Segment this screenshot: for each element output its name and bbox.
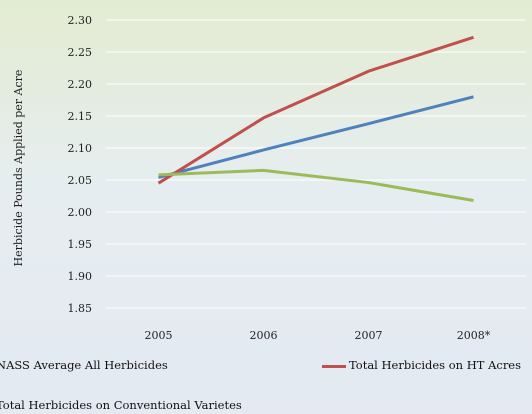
- legend-item-conventional: Total Herbicides on Conventional Variete…: [0, 398, 242, 412]
- y-tick-label: 2.00: [68, 206, 93, 219]
- y-tick-label: 2.30: [68, 14, 93, 27]
- x-tick-label: 2007: [355, 329, 383, 342]
- series-line-1: [157, 35, 474, 185]
- x-tick-label: 2006: [250, 329, 278, 342]
- y-tick-label: 1.90: [68, 270, 93, 283]
- legend-label: Total Herbicides on Conventional Variete…: [0, 398, 242, 412]
- y-tick-label: 1.95: [68, 238, 93, 251]
- x-tick-label: 2005: [145, 329, 173, 342]
- y-tick-label: 2.05: [68, 174, 93, 187]
- legend-label: NASS Average All Herbicides: [0, 358, 168, 372]
- x-axis-tick-labels: 2005 2006 2007 2008*: [145, 329, 491, 342]
- y-tick-label: 2.20: [68, 78, 93, 91]
- legend-item-ht-acres: Total Herbicides on HT Acres: [322, 358, 521, 372]
- legend-swatch-ht-acres: [322, 364, 346, 368]
- legend-item-nass-average: NASS Average All Herbicides: [0, 358, 168, 372]
- series-line-2: [158, 168, 474, 202]
- y-axis-label: Herbicide Pounds Applied per Acre: [12, 70, 25, 267]
- gridlines: [106, 19, 526, 309]
- series-lines: [157, 35, 474, 202]
- y-tick-label: 2.25: [68, 46, 93, 59]
- y-tick-label: 2.15: [68, 110, 93, 123]
- y-axis-tick-labels: 1.85 1.90 1.95 2.00 2.05 2.10 2.15 2.20 2.25 2.30: [68, 14, 93, 315]
- y-tick-label: 1.85: [68, 302, 93, 315]
- x-tick-label: 2008*: [457, 329, 491, 342]
- y-tick-label: 2.10: [68, 142, 93, 155]
- series-line-0: [158, 95, 474, 179]
- legend-label: Total Herbicides on HT Acres: [349, 358, 522, 372]
